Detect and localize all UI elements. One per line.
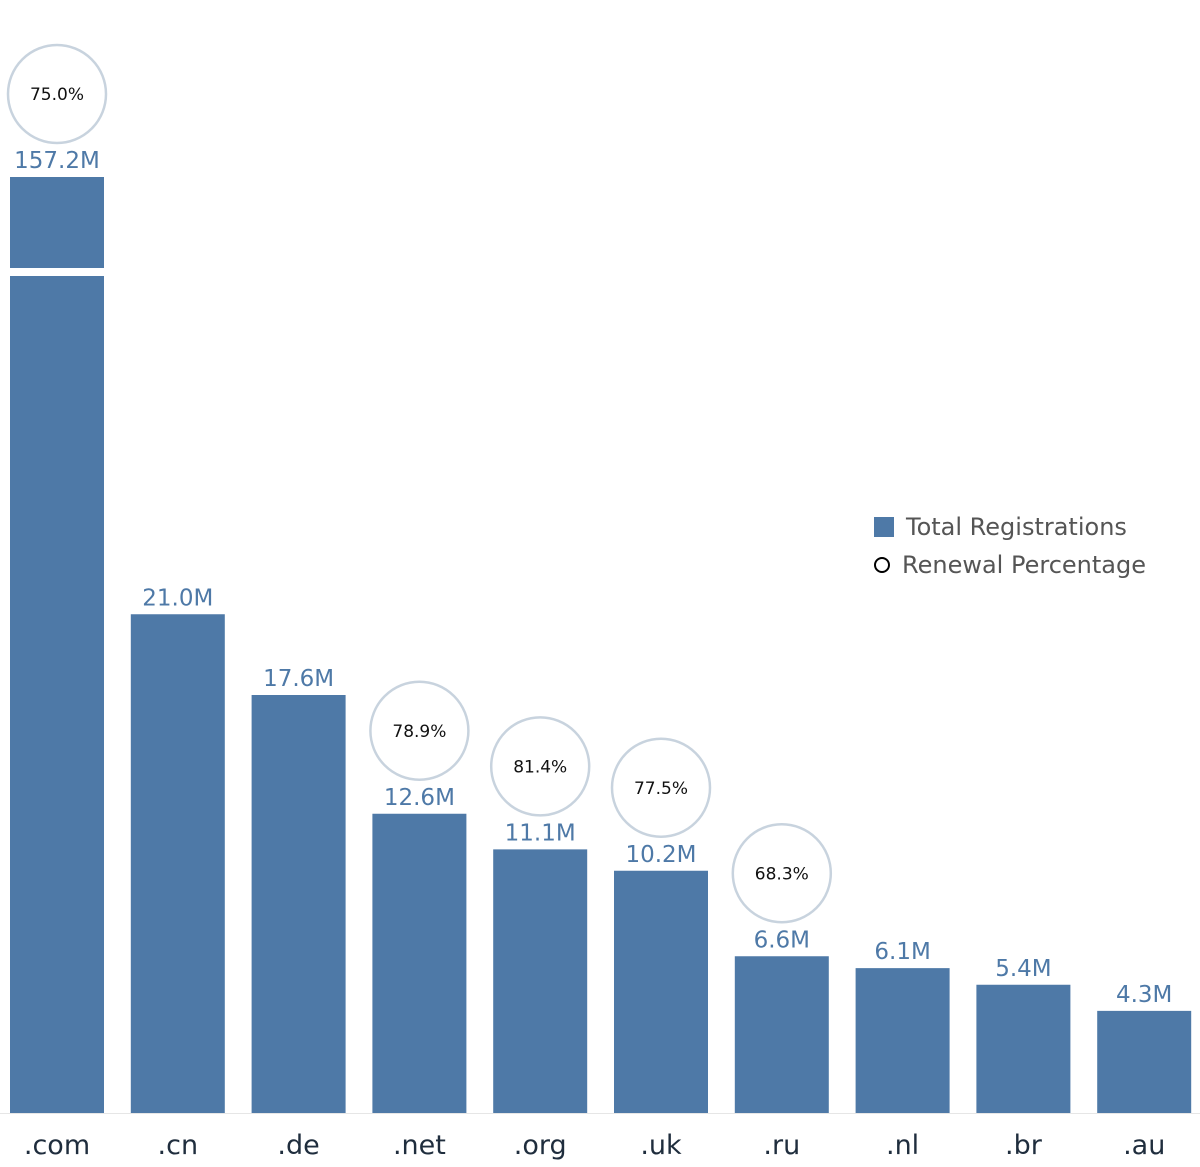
- legend-label-total-registrations: Total Registrations: [906, 513, 1127, 541]
- bar-label-cn: 21.0M: [142, 585, 213, 611]
- x-tick-label-br: .br: [1005, 1130, 1043, 1161]
- legend: Total Registrations Renewal Percentage: [874, 508, 1146, 584]
- renewal-label-uk: 77.5%: [634, 779, 688, 799]
- bar-label-org: 11.1M: [505, 820, 576, 846]
- renewal-circle-ru: [731, 823, 833, 924]
- bar-org: [493, 849, 588, 1113]
- bar-label-br: 5.4M: [995, 956, 1051, 982]
- renewal-label-net: 78.9%: [392, 722, 446, 742]
- x-tick-label-au: .au: [1123, 1130, 1165, 1161]
- renewal-circle-com: [6, 43, 108, 145]
- x-tick-label-net: .net: [393, 1130, 446, 1161]
- x-tick-label-org: .org: [514, 1130, 567, 1161]
- legend-circle-icon: [874, 557, 890, 573]
- bar-label-de: 17.6M: [263, 666, 334, 692]
- bar-label-net: 12.6M: [384, 785, 455, 811]
- bar-label-com: 157.2M: [14, 148, 100, 174]
- bar-label-uk: 10.2M: [625, 842, 696, 868]
- bar-au: [1097, 1010, 1192, 1113]
- x-tick-label-de: .de: [277, 1130, 319, 1161]
- legend-item-total-registrations: Total Registrations: [874, 508, 1146, 546]
- x-tick-label-nl: .nl: [886, 1130, 919, 1161]
- bar-ru: [734, 956, 829, 1113]
- x-tick-label-ru: .ru: [763, 1130, 800, 1161]
- bar-cn: [130, 614, 225, 1113]
- legend-item-renewal-percentage: Renewal Percentage: [874, 546, 1146, 584]
- bar-label-ru: 6.6M: [754, 927, 810, 953]
- legend-swatch-total-registrations: [874, 517, 894, 537]
- renewal-label-com: 75.0%: [30, 85, 84, 105]
- renewal-circle-net: [369, 680, 470, 781]
- x-tick-label-com: .com: [24, 1130, 90, 1161]
- legend-label-renewal-percentage: Renewal Percentage: [902, 551, 1146, 579]
- x-tick-label-uk: .uk: [640, 1130, 682, 1161]
- renewal-circle-org: [489, 716, 591, 817]
- bar-uk: [614, 870, 708, 1113]
- bar-label-au: 4.3M: [1116, 982, 1172, 1008]
- renewal-circle-uk: [610, 737, 712, 838]
- bar-nl: [855, 968, 950, 1113]
- bar-net: [372, 813, 467, 1113]
- bar-com: [10, 276, 104, 1113]
- x-tick-label-cn: .cn: [158, 1130, 199, 1161]
- bar-de: [251, 695, 346, 1113]
- bar-com-upper: [10, 177, 104, 268]
- bar-br: [976, 984, 1071, 1113]
- bar-label-nl: 6.1M: [874, 939, 930, 965]
- renewal-label-org: 81.4%: [513, 757, 567, 777]
- renewal-label-ru: 68.3%: [755, 864, 809, 884]
